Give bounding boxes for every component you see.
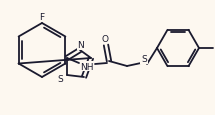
Text: F: F	[39, 12, 45, 21]
Text: NH: NH	[80, 62, 94, 71]
Text: S: S	[141, 55, 147, 64]
Text: O: O	[101, 34, 109, 43]
Text: N: N	[78, 41, 84, 50]
Text: S: S	[57, 74, 63, 83]
